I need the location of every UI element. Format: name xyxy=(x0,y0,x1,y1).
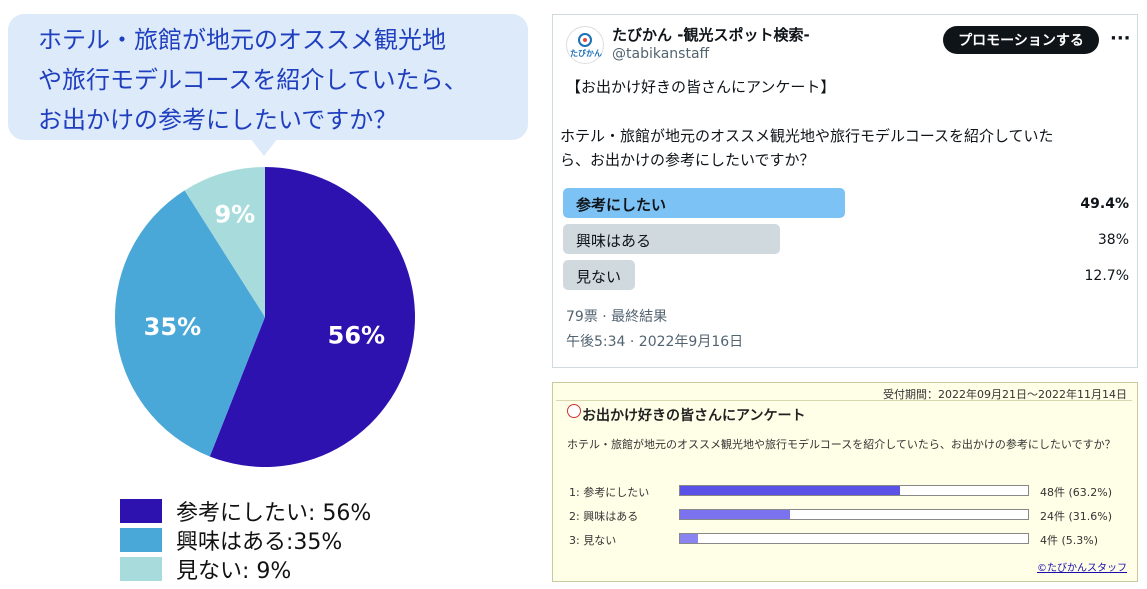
survey-divider xyxy=(556,400,1132,401)
map-pin-icon xyxy=(578,33,592,47)
survey-info-icon xyxy=(567,404,581,418)
poll-bar-2 xyxy=(563,224,780,254)
legend-swatch-3 xyxy=(120,557,162,581)
account-avatar[interactable] xyxy=(566,26,604,64)
survey-title: お出かけ好きの皆さんにアンケート xyxy=(582,408,806,424)
poll-votes: 79票 · 最終結果 xyxy=(566,309,668,325)
legend-item-2: 興味はある:35% xyxy=(120,526,420,555)
tweet-title: 【お出かけ好きの皆さんにアンケート】 xyxy=(566,78,836,96)
bubble-line-1: ホテル・旅館が地元のオススメ観光地 xyxy=(38,26,446,54)
legend-label-1: 参考にしたい: 56% xyxy=(176,501,372,526)
survey-bar-track-2 xyxy=(679,509,1029,520)
account-name[interactable]: たびかん -観光スポット検索- xyxy=(612,26,810,44)
survey-bar-fill-1 xyxy=(680,486,900,495)
poll-percent-2: 38% xyxy=(1097,232,1129,248)
account-handle[interactable]: @tabikanstaff xyxy=(612,46,710,62)
poll-bar-1 xyxy=(563,188,845,218)
survey-option-1: 1: 参考にしたい xyxy=(569,486,650,499)
legend-label-2: 興味はある:35% xyxy=(176,530,343,555)
survey-bar-track-3 xyxy=(679,533,1029,544)
question-bubble-tail xyxy=(250,138,278,156)
bubble-line-2: や旅行モデルコースを紹介していたら、 xyxy=(38,66,468,94)
survey-question: ホテル・旅館が地元のオススメ観光地や旅行モデルコースを紹介していたら、お出かけの… xyxy=(567,438,1116,451)
pie-label-3: 9% xyxy=(214,200,255,228)
pie-slice-3 xyxy=(184,167,265,317)
tweet-question: ホテル・旅館が地元のオススメ観光地や旅行モデルコースを紹介していた ら、お出かけ… xyxy=(560,124,1130,172)
survey-count-1: 48件 (63.2%) xyxy=(1040,486,1113,499)
question-bubble xyxy=(8,14,528,140)
survey-bar-track-1 xyxy=(679,485,1029,496)
pie-slice-1 xyxy=(209,167,416,467)
tweet-timestamp[interactable]: 午後5:34 · 2022年9月16日 xyxy=(566,334,744,350)
legend-item-3: 見ない: 9% xyxy=(120,555,420,584)
poll-option-3: 見ない xyxy=(576,268,622,286)
pie-chart: 56% 35% 9% xyxy=(115,167,416,467)
legend-label-3: 見ない: 9% xyxy=(176,559,292,584)
bubble-line-3: お出かけの参考にしたいですか？ xyxy=(38,106,398,134)
tweet-question-line-1: ホテル・旅館が地元のオススメ観光地や旅行モデルコースを紹介していた xyxy=(560,127,1054,145)
survey-copyright-link[interactable]: ©たびかんスタッフ xyxy=(1037,563,1127,574)
promote-button[interactable]: プロモーションする xyxy=(943,26,1099,54)
pie-label-1: 56% xyxy=(328,321,385,349)
survey-bar-fill-2 xyxy=(680,510,790,519)
more-options-icon[interactable]: ··· xyxy=(1110,28,1131,49)
survey-bar-fill-3 xyxy=(680,534,699,543)
twitter-poll-card xyxy=(552,14,1138,368)
poll-percent-1: 49.4% xyxy=(1080,196,1129,212)
poll-bar-3 xyxy=(563,260,636,290)
pie-label-2: 35% xyxy=(144,313,201,341)
survey-count-2: 24件 (31.6%) xyxy=(1040,510,1113,523)
avatar-logo-text: たびかん xyxy=(570,49,602,58)
poll-option-1: 参考にしたい xyxy=(576,196,667,214)
survey-option-3: 3: 見ない xyxy=(569,534,617,547)
question-bubble-text: ホテル・旅館が地元のオススメ観光地 や旅行モデルコースを紹介していたら、 お出か… xyxy=(38,20,518,140)
survey-option-2: 2: 興味はある xyxy=(569,510,639,523)
legend-swatch-2 xyxy=(120,528,162,552)
survey-period: 受付期間：2022年09月21日～2022年11月14日 xyxy=(883,388,1127,401)
poll-option-2: 興味はある xyxy=(576,232,652,250)
legend-item-1: 参考にしたい: 56% xyxy=(120,497,420,526)
poll-percent-3: 12.7% xyxy=(1084,268,1129,284)
legend-swatch-1 xyxy=(120,499,162,523)
survey-count-3: 4件 (5.3%) xyxy=(1040,534,1099,547)
survey-card xyxy=(552,382,1138,582)
pie-slice-2 xyxy=(115,190,265,457)
tweet-question-line-2: ら、お出かけの参考にしたいですか？ xyxy=(560,151,815,169)
